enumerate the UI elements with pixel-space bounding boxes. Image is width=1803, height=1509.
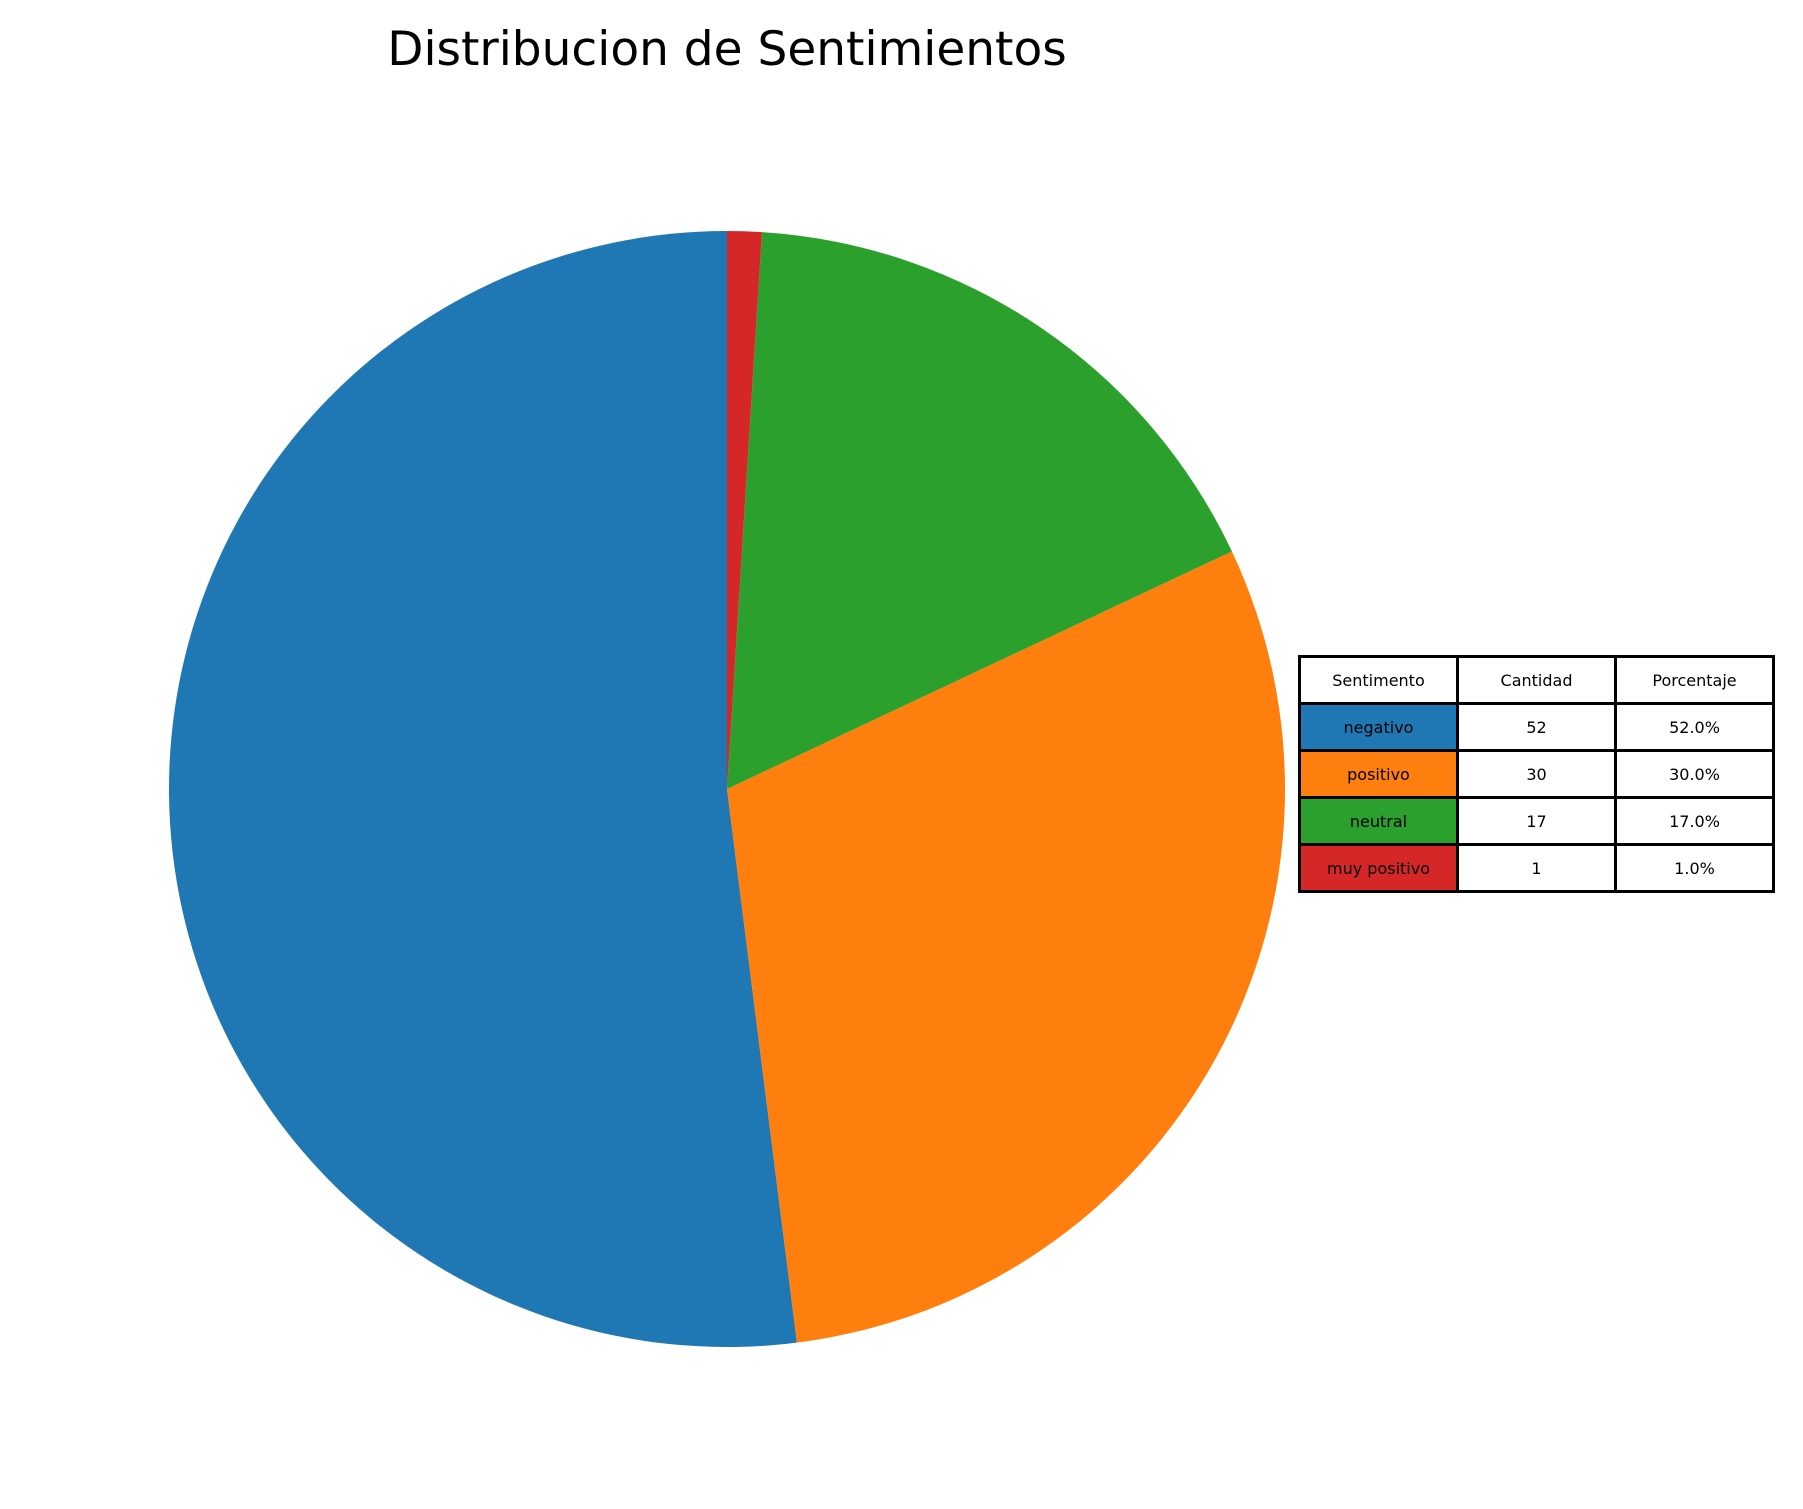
chart-title: Distribucion de Sentimientos	[387, 22, 1067, 77]
table-row: positivo 30 30.0%	[1298, 749, 1775, 799]
row-count-neutral: 17	[1456, 796, 1617, 846]
table-header-row: Sentimento Cantidad Porcentaje	[1298, 655, 1775, 705]
row-label-neutral: neutral	[1298, 796, 1459, 846]
row-label-negativo: negativo	[1298, 702, 1459, 752]
header-porcentaje: Porcentaje	[1614, 655, 1775, 705]
pie-slices	[169, 231, 1285, 1347]
row-label-muy-positivo: muy positivo	[1298, 843, 1459, 893]
pie-slice-positivo	[727, 551, 1285, 1343]
header-cantidad: Cantidad	[1456, 655, 1617, 705]
row-count-muy-positivo: 1	[1456, 843, 1617, 893]
pie-chart	[169, 231, 1285, 1347]
row-percent-positivo: 30.0%	[1614, 749, 1775, 799]
row-count-positivo: 30	[1456, 749, 1617, 799]
pie-slice-negativo	[169, 231, 797, 1347]
row-label-positivo: positivo	[1298, 749, 1459, 799]
row-count-negativo: 52	[1456, 702, 1617, 752]
table-row: negativo 52 52.0%	[1298, 702, 1775, 752]
row-percent-neutral: 17.0%	[1614, 796, 1775, 846]
table-row: neutral 17 17.0%	[1298, 796, 1775, 846]
summary-table: Sentimento Cantidad Porcentaje negativo …	[1298, 655, 1775, 893]
row-percent-negativo: 52.0%	[1614, 702, 1775, 752]
header-sentimento: Sentimento	[1298, 655, 1459, 705]
row-percent-muy-positivo: 1.0%	[1614, 843, 1775, 893]
pie-slice-neutral	[727, 232, 1232, 790]
pie-slice-muy-positivo	[727, 231, 763, 789]
table-row: muy positivo 1 1.0%	[1298, 843, 1775, 893]
